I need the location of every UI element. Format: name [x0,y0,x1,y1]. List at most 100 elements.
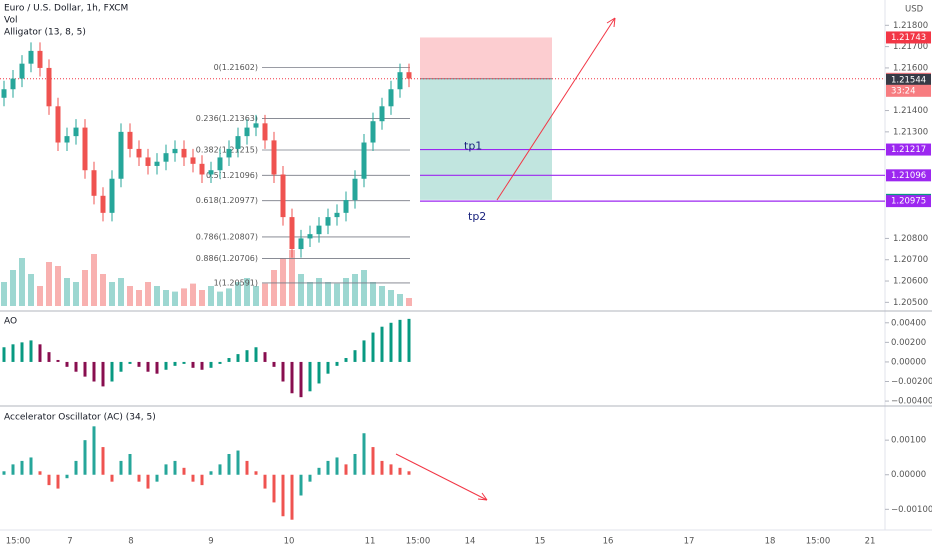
ac-bar [182,467,186,475]
ao-bar [317,361,321,384]
ao-bar [47,352,51,362]
ao-bar [263,352,267,362]
ac-bar [146,474,150,489]
ao-bar [362,340,366,362]
fib-label: 0.236(1.21363) [196,114,258,123]
ac-bar [128,453,132,475]
ao-bar [155,361,159,374]
ac-bar [173,460,177,475]
candle-body [298,238,304,250]
ao-bar [110,361,114,382]
volume-bar [73,282,79,306]
candle-body [388,89,394,107]
ac-bar [389,464,393,475]
y-tick-label: 0.00100 [891,436,926,446]
target-zone [420,78,552,200]
x-tick-label: 7 [67,537,72,547]
target-label: tp2 [468,210,486,223]
candle-body [406,72,412,79]
volume-bar [343,278,349,306]
ao-bar [218,361,222,364]
candle-body [10,78,16,90]
ac-bar [47,474,51,486]
ac-bar [353,453,357,475]
x-tick-label: 11 [365,537,376,547]
volume-bar [1,282,7,306]
volume-bar [55,266,61,306]
y-tick-label: 1.21400 [893,106,928,116]
volume-bar [64,278,70,306]
candle-body [46,67,52,107]
candle-body [271,140,277,175]
ac-bar [218,464,222,475]
ao-bar [65,361,69,367]
ac-bar [344,464,348,475]
ao-bar [290,361,294,394]
ac-bar [272,474,276,503]
fib-label: 0.886(1.20706) [196,254,258,263]
price-badge-label: 1.20975 [891,197,926,207]
candle-body [343,200,349,213]
ac-bar [164,464,168,475]
ac-bar [335,457,339,475]
fib-label: 0.786(1.20807) [196,232,258,241]
x-tick-label: 10 [284,537,295,547]
x-tick-label: 9 [208,537,213,547]
trend-arrow [395,453,488,501]
indicator-label: Vol [4,16,17,26]
ao-bar [245,350,249,362]
ao-bar [164,361,168,370]
ao-bar [380,326,384,362]
ac-bar [380,460,384,475]
candle-body [181,148,187,158]
volume-bar [361,270,367,306]
ao-bar [308,361,312,392]
candle-body [28,50,34,64]
volume-bar [199,290,205,306]
price-badge [886,73,931,86]
volume-bar [280,258,286,306]
ao-bar [101,361,105,387]
ao-bar [191,361,195,368]
chart-title: Euro / U.S. Dollar, 1h, FXCM [4,4,128,14]
currency-label: USD [905,5,924,15]
ac-bar [101,447,105,475]
price-badge-label: 1.21096 [891,171,926,181]
ac-bar [326,460,330,475]
volume-bar [37,286,43,306]
volume-bar [397,294,403,306]
x-tick-label: 15:00 [406,537,431,547]
volume-bar [100,274,106,306]
volume-bar [253,286,259,306]
ao-bar [209,361,213,368]
ao-bar [353,350,357,362]
x-tick-label: 17 [684,537,695,547]
candle-body [253,123,259,128]
ao-bar [119,361,123,372]
ao-bar [20,342,24,362]
volume-bar [19,258,25,306]
ao-bar [2,347,6,362]
candle-body [217,157,223,171]
ac-bar [191,474,195,482]
price-badge-label: 1.21743 [891,33,926,43]
candle-body [145,157,151,166]
candle-body [82,127,88,171]
ac-bar [83,440,87,475]
ac-bar [299,474,303,496]
ac-bar [281,474,285,517]
candle-body [1,89,7,98]
volume-bar [325,282,331,306]
volume-bar [217,291,223,306]
y-tick-label: 1.20500 [893,298,928,308]
x-tick-label: 15 [535,537,546,547]
ac-bar [137,474,141,482]
volume-bar [163,290,169,306]
y-tick-label: 0.00400 [891,318,926,328]
volume-bar [307,282,313,306]
ao-bar [173,361,177,366]
ao-bar [29,340,33,362]
volume-bar [370,282,376,306]
ac-bar [65,474,69,479]
y-tick-label: 1.21300 [893,127,928,137]
